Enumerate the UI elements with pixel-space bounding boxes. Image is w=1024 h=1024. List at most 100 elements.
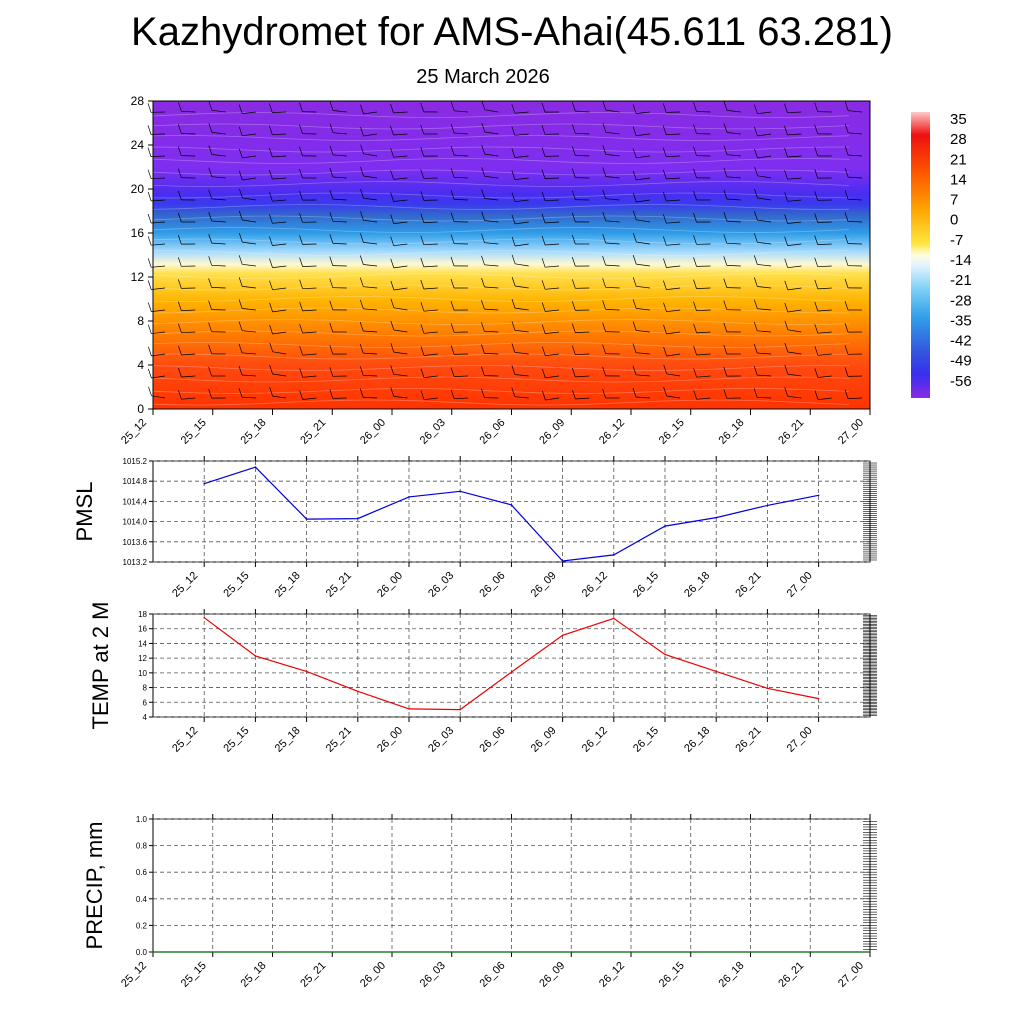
- colorbar-label: 14: [950, 171, 967, 188]
- wind-barb-flag: [268, 103, 273, 113]
- wind-barb-flag: [177, 279, 182, 289]
- wind-barb: [454, 397, 469, 400]
- wind-barb-flag: [148, 386, 152, 396]
- wind-barb-flag: [693, 390, 698, 400]
- wind-barb-flag: [481, 167, 486, 177]
- wind-barb-flag: [511, 236, 516, 247]
- y-tick-label: 0: [137, 402, 144, 416]
- wind-barb-flag: [420, 390, 425, 400]
- precip-y-tick-label: 0.6: [136, 868, 148, 877]
- wind-barb: [484, 264, 499, 267]
- wind-barb: [848, 110, 863, 113]
- wind-barb-flag: [602, 123, 607, 133]
- wind-barb-flag: [148, 346, 152, 357]
- wind-barb-flag: [602, 255, 606, 266]
- wind-barb-flag: [269, 214, 273, 224]
- wind-barb-flag: [814, 168, 819, 179]
- wind-barb: [484, 220, 499, 223]
- x-tick-label: 25_15: [179, 417, 209, 447]
- wind-barb-flag: [632, 192, 637, 203]
- temp2m-data-point: [715, 670, 717, 673]
- wind-barb-flag: [511, 298, 516, 309]
- wind-barb-flag: [148, 368, 152, 379]
- contour-line: [152, 135, 850, 141]
- wind-barb-flag: [511, 170, 516, 180]
- wind-barb: [393, 373, 408, 377]
- contour-line: [152, 284, 850, 291]
- wind-barb-flag: [177, 124, 182, 134]
- wind-barb: [605, 176, 620, 179]
- wind-barb-flag: [844, 300, 849, 311]
- temp2m-x-tick-label: 26_03: [426, 725, 456, 755]
- precip-x-tick-label: 26_06: [478, 960, 508, 990]
- wind-barb-flag: [632, 387, 637, 398]
- wind-barb-flag: [541, 125, 546, 135]
- wind-barb: [696, 309, 711, 312]
- pmsl-data-point: [715, 516, 717, 519]
- wind-barb-flag: [420, 279, 425, 290]
- wind-barb: [817, 265, 832, 268]
- wind-barb-flag: [814, 257, 819, 267]
- wind-barb-flag: [450, 367, 455, 377]
- wind-barb-flag: [420, 146, 425, 157]
- wind-barb: [423, 375, 438, 378]
- wind-barb: [393, 329, 408, 333]
- wind-barb-flag: [784, 320, 789, 330]
- wind-barb: [393, 155, 408, 158]
- temp2m-x-tick-label: 26_21: [733, 725, 763, 755]
- wind-barb: [484, 242, 499, 245]
- wind-barb: [636, 155, 650, 159]
- wind-barb: [332, 110, 347, 113]
- wind-barb-flag: [268, 125, 273, 135]
- wind-barb-flag: [541, 302, 546, 312]
- wind-barb: [363, 264, 378, 267]
- wind-barb: [363, 330, 378, 333]
- wind-barb: [514, 111, 529, 114]
- wind-barb-flag: [753, 365, 758, 376]
- wind-barb-flag: [329, 101, 334, 111]
- temperature-field: [153, 101, 870, 409]
- wind-barb-flag: [238, 299, 243, 309]
- precip-data-point: [152, 951, 154, 953]
- wind-barb: [242, 263, 256, 267]
- wind-barb: [484, 286, 499, 289]
- precip-x-tick-label: 26_00: [358, 960, 388, 990]
- wind-barb-flag: [329, 367, 334, 377]
- wind-barb-flag: [390, 298, 395, 308]
- precip-y-tick-label: 1.0: [136, 815, 148, 824]
- temp2m-x-tick-label: 26_12: [580, 725, 610, 755]
- wind-barb: [151, 395, 166, 399]
- wind-barb: [302, 287, 317, 290]
- wind-barb-flag: [450, 256, 455, 267]
- colorbar-label: 0: [950, 212, 958, 229]
- wind-barb-flag: [571, 256, 576, 267]
- wind-barb: [575, 397, 590, 400]
- wind-barb-flag: [571, 301, 576, 311]
- wind-barb-flag: [299, 235, 303, 245]
- wind-barb-flag: [844, 167, 849, 178]
- wind-barb: [666, 331, 681, 335]
- wind-barb: [332, 243, 347, 245]
- wind-barb-flag: [571, 345, 576, 355]
- wind-barb: [787, 199, 802, 202]
- temp2m-y-tick-label: 16: [138, 625, 147, 634]
- wind-barb-flag: [360, 166, 364, 177]
- wind-barb: [363, 286, 378, 289]
- wind-barb: [393, 265, 408, 269]
- wind-barb-flag: [178, 345, 182, 356]
- temp2m-x-tick-label: 25_18: [273, 725, 303, 755]
- temp2m-x-tick-label: 25_15: [221, 725, 251, 755]
- wind-barb: [787, 309, 802, 313]
- wind-barb-flag: [269, 342, 274, 352]
- wind-barb-flag: [754, 126, 758, 137]
- wind-barb-flag: [602, 211, 607, 221]
- wind-barb-flag: [481, 277, 485, 288]
- wind-barb: [181, 133, 196, 135]
- wind-barb: [666, 199, 681, 202]
- precip-data-point: [391, 951, 393, 953]
- wind-barb: [636, 241, 650, 245]
- wind-barb-flag: [602, 388, 606, 399]
- chart-title: Kazhydromet for AMS-Ahai(45.611 63.281): [131, 10, 893, 54]
- wind-barb: [514, 307, 529, 311]
- y-tick-label: 12: [131, 270, 145, 284]
